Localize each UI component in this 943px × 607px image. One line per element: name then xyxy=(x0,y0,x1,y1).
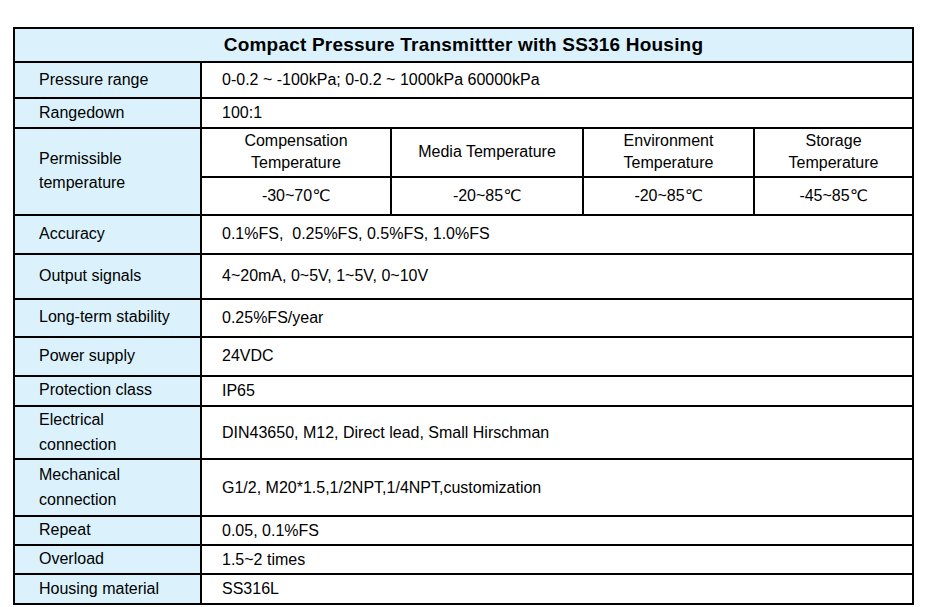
row-output-signals: Output signals 4~20mA, 0~5V, 1~5V, 0~10V xyxy=(14,254,913,299)
spec-value: 0.25%FS/year xyxy=(201,299,913,337)
row-pressure-range: Pressure range 0-0.2 ~ -100kPa; 0-0.2 ~ … xyxy=(14,62,913,98)
row-accuracy: Accuracy 0.1%FS, 0.25%FS, 0.5%FS, 1.0%FS xyxy=(14,215,913,254)
spec-value: 0-0.2 ~ -100kPa; 0-0.2 ~ 1000kPa 60000kP… xyxy=(201,62,913,98)
spec-label: Long-term stability xyxy=(14,299,201,337)
spec-label: Accuracy xyxy=(14,215,201,254)
spec-label: Mechanical connection xyxy=(14,459,201,516)
spec-value: 100:1 xyxy=(201,98,913,128)
spec-value: 4~20mA, 0~5V, 1~5V, 0~10V xyxy=(201,254,913,299)
spec-value: SS316L xyxy=(201,574,913,604)
row-overload: Overload 1.5~2 times xyxy=(14,545,913,574)
spec-label: Permissible temperature xyxy=(14,128,201,215)
row-protection-class: Protection class IP65 xyxy=(14,376,913,406)
temp-column-header: Compensation Temperature xyxy=(201,128,391,177)
row-permissible-temperature-headers: Permissible temperature Compensation Tem… xyxy=(14,128,913,177)
spec-label: Protection class xyxy=(14,376,201,406)
document-page: Compact Pressure Transmittter with SS316… xyxy=(0,0,943,607)
row-rangedown: Rangedown 100:1 xyxy=(14,98,913,128)
temp-column-header: Environment Temperature xyxy=(583,128,754,177)
table-title: Compact Pressure Transmittter with SS316… xyxy=(14,28,913,62)
spec-label: Housing material xyxy=(14,574,201,604)
row-title: Compact Pressure Transmittter with SS316… xyxy=(14,28,913,62)
temp-column-header: Storage Temperature xyxy=(754,128,913,177)
spec-value: G1/2, M20*1.5,1/2NPT,1/4NPT,customizatio… xyxy=(201,459,913,516)
temp-column-value: -30~70℃ xyxy=(201,177,391,215)
spec-value: 1.5~2 times xyxy=(201,545,913,574)
spec-value: 0.05, 0.1%FS xyxy=(201,516,913,545)
spec-label: Output signals xyxy=(14,254,201,299)
row-long-term-stability: Long-term stability 0.25%FS/year xyxy=(14,299,913,337)
row-power-supply: Power supply 24VDC xyxy=(14,337,913,376)
spec-value: 0.1%FS, 0.25%FS, 0.5%FS, 1.0%FS xyxy=(201,215,913,254)
temp-column-value: -20~85℃ xyxy=(391,177,583,215)
spec-table: Compact Pressure Transmittter with SS316… xyxy=(13,27,914,605)
spec-value: DIN43650, M12, Direct lead, Small Hirsch… xyxy=(201,406,913,460)
spec-label: Power supply xyxy=(14,337,201,376)
spec-label: Electrical connection xyxy=(14,406,201,460)
row-electrical-connection: Electrical connection DIN43650, M12, Dir… xyxy=(14,406,913,460)
spec-label: Rangedown xyxy=(14,98,201,128)
temp-column-value: -45~85℃ xyxy=(754,177,913,215)
spec-label: Pressure range xyxy=(14,62,201,98)
row-repeat: Repeat 0.05, 0.1%FS xyxy=(14,516,913,545)
temp-column-header: Media Temperature xyxy=(391,128,583,177)
row-housing-material: Housing material SS316L xyxy=(14,574,913,604)
spec-label: Overload xyxy=(14,545,201,574)
spec-value: 24VDC xyxy=(201,337,913,376)
spec-label: Repeat xyxy=(14,516,201,545)
row-mechanical-connection: Mechanical connection G1/2, M20*1.5,1/2N… xyxy=(14,459,913,516)
temp-column-value: -20~85℃ xyxy=(583,177,754,215)
spec-value: IP65 xyxy=(201,376,913,406)
